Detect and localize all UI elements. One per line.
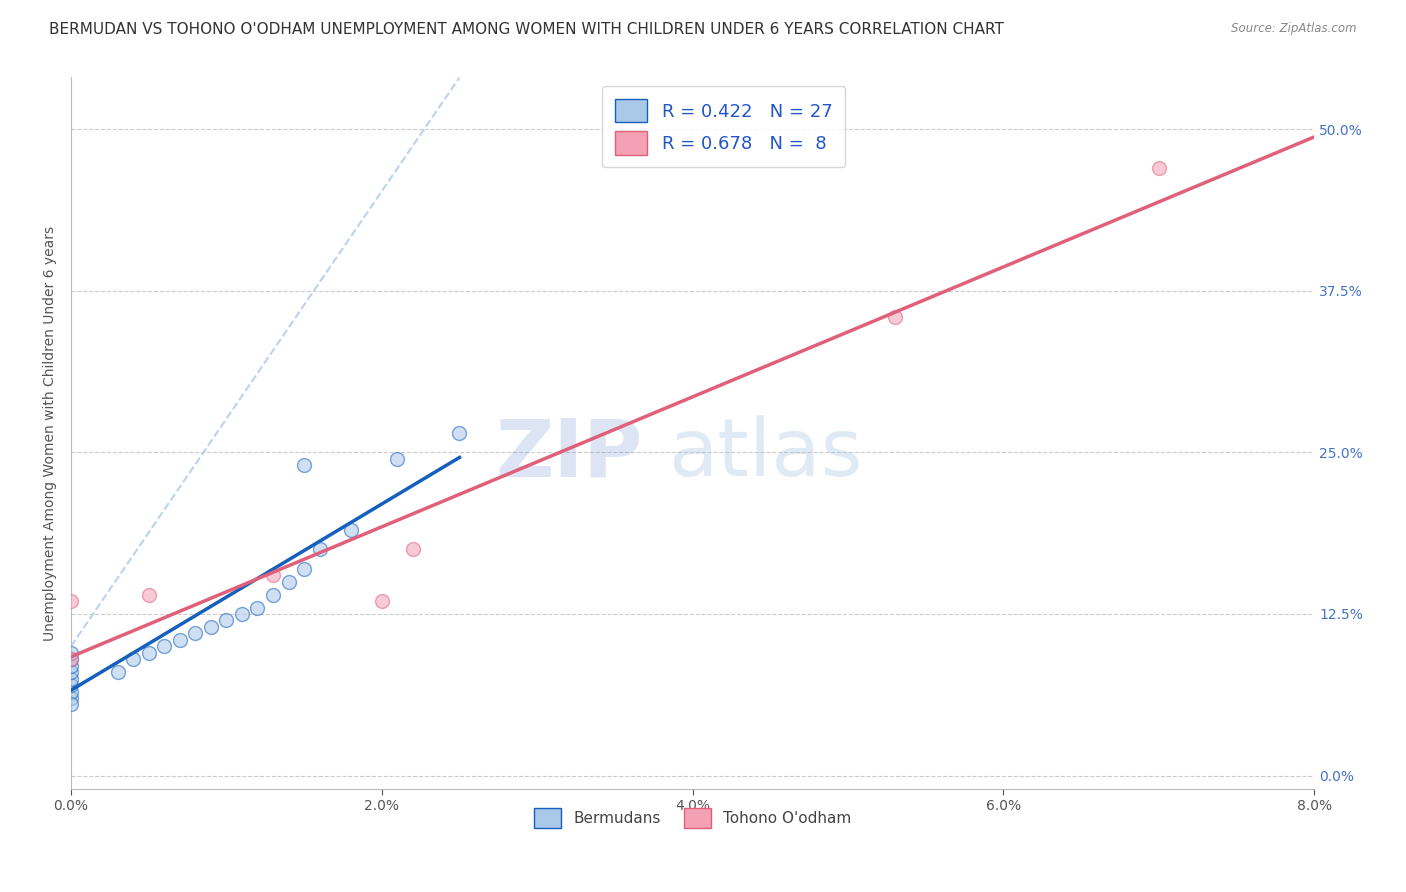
Point (60, 594, 83, 608)
Point (60, 646, 83, 660)
Text: BERMUDAN VS TOHONO O'ODHAM UNEMPLOYMENT AMONG WOMEN WITH CHILDREN UNDER 6 YEARS : BERMUDAN VS TOHONO O'ODHAM UNEMPLOYMENT … (49, 22, 1004, 37)
Point (184, 626, 207, 640)
Point (107, 665, 129, 680)
Point (402, 542, 425, 557)
Point (138, 588, 160, 602)
Point (371, 594, 394, 608)
Point (277, 574, 299, 589)
Point (883, 310, 905, 324)
Point (138, 646, 160, 660)
Point (387, 451, 409, 466)
Point (262, 588, 284, 602)
Point (339, 523, 361, 537)
Point (60, 698, 83, 712)
Y-axis label: Unemployment Among Women with Children Under 6 years: Unemployment Among Women with Children U… (44, 226, 58, 640)
Point (308, 542, 330, 557)
Point (60, 691, 83, 706)
Point (246, 600, 269, 615)
Point (60, 652, 83, 666)
Text: ZIP: ZIP (495, 416, 643, 493)
Point (449, 425, 471, 440)
Point (231, 607, 253, 621)
Point (122, 652, 145, 666)
Point (60, 652, 83, 666)
Point (60, 672, 83, 686)
Point (60, 678, 83, 692)
Point (60, 665, 83, 680)
Point (200, 620, 222, 634)
Point (215, 614, 238, 628)
Point (153, 640, 176, 654)
Text: atlas: atlas (668, 416, 862, 493)
Point (169, 632, 191, 647)
Point (60, 658, 83, 673)
Point (292, 562, 315, 576)
Point (60, 684, 83, 698)
Point (262, 568, 284, 582)
Text: Source: ZipAtlas.com: Source: ZipAtlas.com (1232, 22, 1357, 36)
Point (292, 458, 315, 473)
Point (1147, 161, 1170, 175)
Legend: Bermudans, Tohono O'odham: Bermudans, Tohono O'odham (527, 803, 858, 834)
